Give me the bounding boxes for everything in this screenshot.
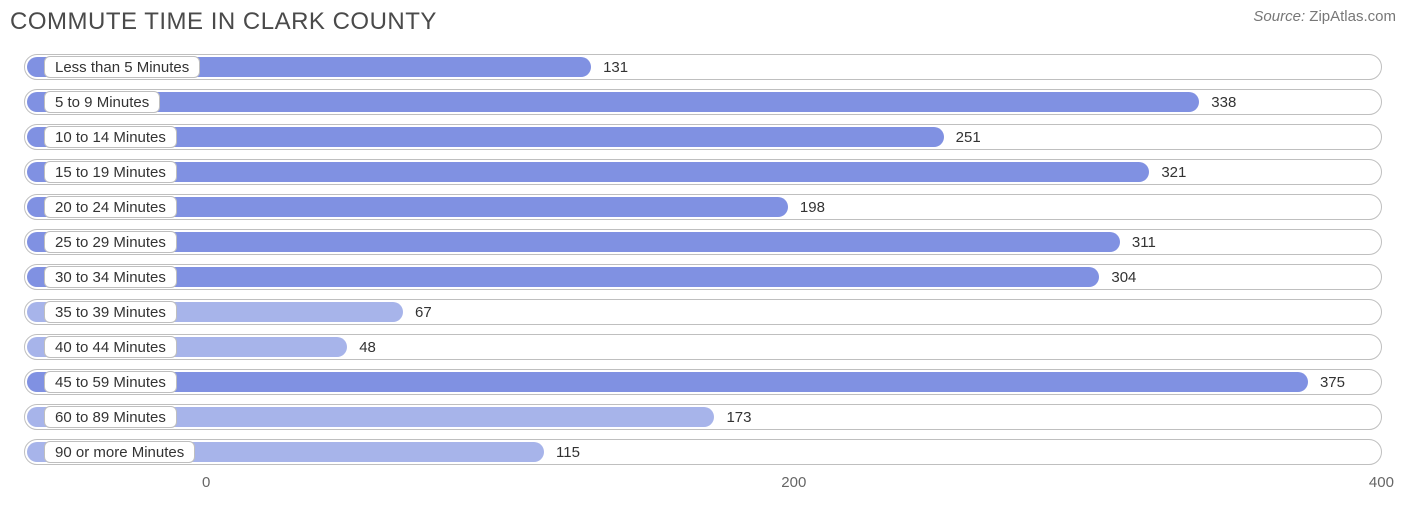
chart-title: COMMUTE TIME IN CLARK COUNTY <box>10 8 437 36</box>
bar-row: 10 to 14 Minutes 251 <box>24 124 1382 150</box>
source-prefix: Source: <box>1253 8 1309 25</box>
source-attribution: Source: ZipAtlas.com <box>1253 8 1396 25</box>
bar-row: 90 or more Minutes 115 <box>24 439 1382 465</box>
bar-value-label: 48 <box>359 334 376 360</box>
header: COMMUTE TIME IN CLARK COUNTY Source: Zip… <box>10 8 1396 36</box>
bar-value-label: 375 <box>1320 369 1345 395</box>
x-axis-tick: 200 <box>781 474 806 491</box>
bar-value-label: 304 <box>1111 264 1136 290</box>
bar-category-label: 15 to 19 Minutes <box>44 161 177 183</box>
bar-fill <box>27 232 1120 252</box>
bar-row: 15 to 19 Minutes 321 <box>24 159 1382 185</box>
bar-row: 20 to 24 Minutes 198 <box>24 194 1382 220</box>
x-axis: 0200400 <box>24 474 1382 498</box>
bar-value-label: 311 <box>1132 229 1156 255</box>
bar-category-label: 30 to 34 Minutes <box>44 266 177 288</box>
bar-category-label: 90 or more Minutes <box>44 441 195 463</box>
chart-area: Less than 5 Minutes 131 5 to 9 Minutes 338 1… <box>10 54 1396 498</box>
bar-fill <box>27 92 1199 112</box>
bar-category-label: 45 to 59 Minutes <box>44 371 177 393</box>
bar-row: 40 to 44 Minutes 48 <box>24 334 1382 360</box>
bar-fill <box>27 267 1099 287</box>
bar-category-label: 60 to 89 Minutes <box>44 406 177 428</box>
bar-category-label: 5 to 9 Minutes <box>44 91 160 113</box>
bar-category-label: 35 to 39 Minutes <box>44 301 177 323</box>
bar-value-label: 338 <box>1211 89 1236 115</box>
bar-value-label: 198 <box>800 194 825 220</box>
bar-value-label: 251 <box>956 124 981 150</box>
bar-value-label: 173 <box>726 404 751 430</box>
x-axis-tick: 400 <box>1369 474 1394 491</box>
bar-row: Less than 5 Minutes 131 <box>24 54 1382 80</box>
bar-value-label: 115 <box>556 439 580 465</box>
bar-row: 35 to 39 Minutes 67 <box>24 299 1382 325</box>
bar-row: 25 to 29 Minutes 311 <box>24 229 1382 255</box>
bar-fill <box>27 372 1308 392</box>
bar-fill <box>27 162 1149 182</box>
bar-value-label: 131 <box>603 54 628 80</box>
bar-category-label: 40 to 44 Minutes <box>44 336 177 358</box>
bar-value-label: 321 <box>1161 159 1186 185</box>
bar-row: 5 to 9 Minutes 338 <box>24 89 1382 115</box>
bar-category-label: 20 to 24 Minutes <box>44 196 177 218</box>
bar-row: 60 to 89 Minutes 173 <box>24 404 1382 430</box>
bar-value-label: 67 <box>415 299 432 325</box>
x-axis-tick: 0 <box>202 474 210 491</box>
bar-category-label: 10 to 14 Minutes <box>44 126 177 148</box>
bar-category-label: 25 to 29 Minutes <box>44 231 177 253</box>
bar-category-label: Less than 5 Minutes <box>44 56 200 78</box>
bar-row: 30 to 34 Minutes 304 <box>24 264 1382 290</box>
bar-row: 45 to 59 Minutes 375 <box>24 369 1382 395</box>
source-name: ZipAtlas.com <box>1309 8 1396 25</box>
